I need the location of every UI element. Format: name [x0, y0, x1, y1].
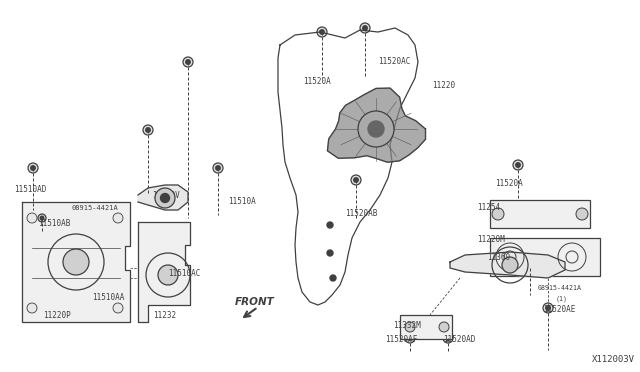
Circle shape [360, 23, 370, 33]
Circle shape [38, 214, 46, 222]
Circle shape [40, 216, 44, 220]
Text: 11220M: 11220M [477, 235, 505, 244]
Text: 11520A: 11520A [495, 179, 523, 187]
Circle shape [28, 163, 38, 173]
Circle shape [113, 213, 123, 223]
Circle shape [27, 213, 37, 223]
Text: 11232: 11232 [153, 311, 176, 320]
Circle shape [546, 306, 550, 310]
Polygon shape [138, 185, 188, 210]
Circle shape [351, 175, 361, 185]
Circle shape [327, 222, 333, 228]
Circle shape [492, 208, 504, 220]
Text: 11520AD: 11520AD [443, 336, 476, 344]
Text: 08915-4421A: 08915-4421A [538, 285, 582, 291]
Circle shape [186, 60, 190, 64]
Circle shape [408, 336, 412, 340]
Polygon shape [138, 222, 190, 322]
Circle shape [158, 265, 178, 285]
Text: 11360: 11360 [487, 253, 510, 262]
Text: 11510AB: 11510AB [38, 219, 70, 228]
Circle shape [183, 57, 193, 67]
Text: 11510A: 11510A [228, 198, 256, 206]
Polygon shape [328, 88, 426, 162]
Circle shape [146, 128, 150, 132]
Circle shape [330, 275, 336, 281]
Text: 11254: 11254 [477, 202, 500, 212]
Text: 11220: 11220 [432, 81, 455, 90]
Text: 11520AB: 11520AB [345, 208, 378, 218]
Circle shape [354, 178, 358, 182]
Circle shape [143, 125, 153, 135]
Circle shape [216, 166, 220, 170]
Circle shape [363, 26, 367, 30]
Circle shape [368, 121, 384, 137]
Circle shape [576, 208, 588, 220]
Circle shape [528, 266, 532, 270]
Text: 11520A: 11520A [303, 77, 331, 87]
Bar [400, 315, 452, 339]
Bar [490, 238, 600, 276]
Circle shape [439, 322, 449, 332]
Circle shape [161, 193, 170, 202]
Text: FRONT: FRONT [235, 297, 275, 307]
Circle shape [405, 322, 415, 332]
Circle shape [327, 250, 333, 256]
Text: 11510AA: 11510AA [92, 294, 124, 302]
Circle shape [405, 333, 415, 343]
Text: 11510AD: 11510AD [14, 185, 46, 193]
Circle shape [443, 333, 453, 343]
Circle shape [213, 163, 223, 173]
Text: 11220P: 11220P [43, 311, 71, 320]
Circle shape [543, 303, 553, 313]
Circle shape [516, 163, 520, 167]
Text: 11520AF: 11520AF [385, 336, 417, 344]
Circle shape [502, 257, 518, 273]
Circle shape [513, 160, 523, 170]
Text: 11520AC: 11520AC [378, 58, 410, 67]
Polygon shape [450, 252, 565, 278]
Circle shape [358, 111, 394, 147]
Circle shape [320, 30, 324, 34]
Circle shape [63, 249, 89, 275]
Circle shape [31, 166, 35, 170]
Text: 11350V: 11350V [152, 190, 180, 199]
Text: 11510AC: 11510AC [168, 269, 200, 278]
Bar [490, 200, 590, 228]
Text: 11520AE: 11520AE [543, 305, 575, 314]
Circle shape [317, 27, 327, 37]
Text: (1): (1) [556, 296, 568, 302]
Text: 11332M: 11332M [393, 321, 420, 330]
Circle shape [155, 188, 175, 208]
Text: X112003V: X112003V [592, 355, 635, 364]
Circle shape [113, 303, 123, 313]
Text: 08915-4421A: 08915-4421A [72, 205, 119, 211]
Circle shape [445, 336, 451, 340]
Polygon shape [22, 202, 130, 322]
Circle shape [27, 303, 37, 313]
Circle shape [525, 263, 535, 273]
